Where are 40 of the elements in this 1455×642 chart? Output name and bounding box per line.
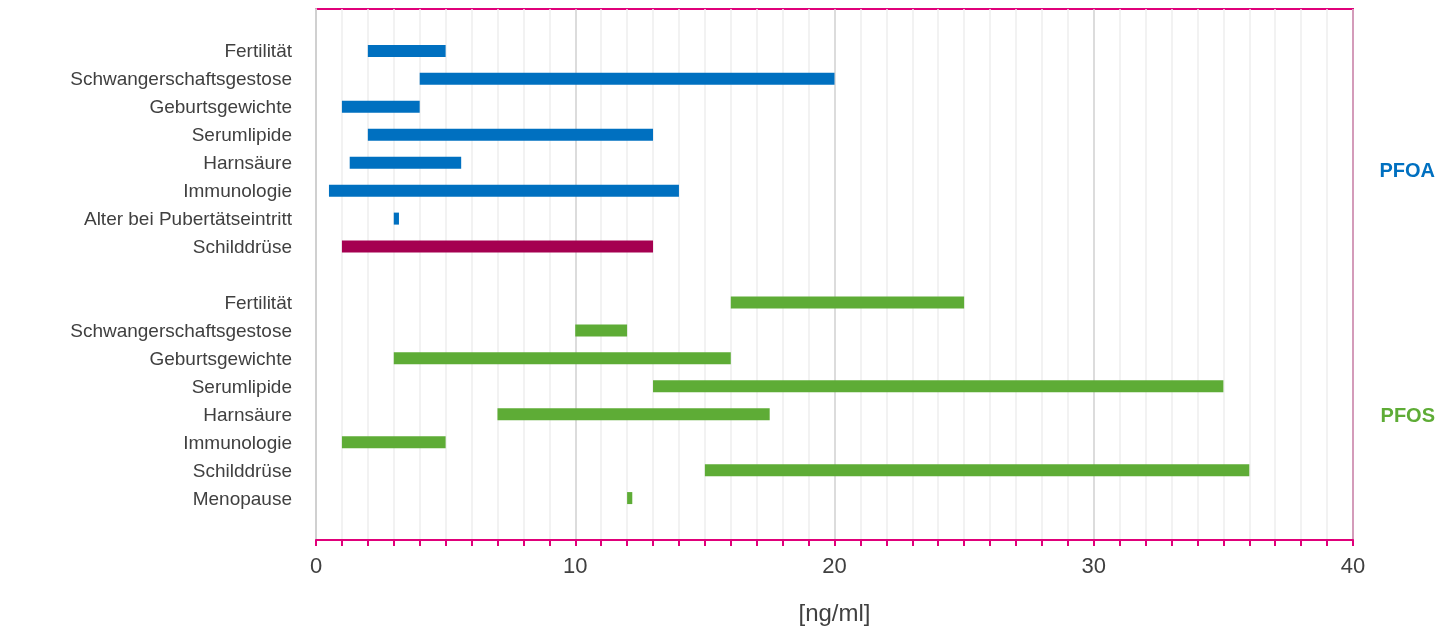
bar — [341, 436, 446, 449]
bar — [627, 492, 633, 505]
x-tick-label: 30 — [1081, 552, 1106, 578]
bar — [419, 72, 835, 85]
y-tick-label: Menopause — [192, 487, 292, 509]
y-tick-label: Alter bei Pubertätseintritt — [83, 208, 293, 230]
y-tick-label: Serumlipide — [191, 375, 292, 397]
x-axis-title: [ng/ml] — [798, 598, 871, 626]
bar — [704, 464, 1250, 477]
y-tick-label: Schilddrüse — [192, 459, 292, 481]
text: PFOS — [1380, 404, 1435, 426]
text: PFOA — [1379, 159, 1436, 181]
y-tick-label: Serumlipide — [191, 124, 292, 146]
bar — [349, 156, 462, 169]
x-tick-label: 10 — [563, 552, 588, 578]
bar — [367, 128, 654, 141]
y-tick-label: Geburtsgewichte — [149, 347, 292, 369]
y-tick-label: Immunologie — [183, 180, 292, 202]
y-tick-label: Fertilität — [224, 291, 293, 313]
bar — [341, 240, 654, 253]
bar — [497, 408, 770, 421]
x-tick-label: 40 — [1340, 552, 1366, 578]
bar — [367, 44, 446, 57]
bar — [730, 296, 965, 309]
y-tick-label: Harnsäure — [203, 152, 292, 174]
x-tick-label: 0 — [309, 552, 323, 578]
y-tick-label: Immunologie — [183, 431, 292, 453]
bar — [328, 184, 679, 197]
y-tick-label: Schwangerschaftsgestose — [70, 68, 292, 90]
bar — [575, 324, 628, 337]
y-tick-label: Fertilität — [224, 40, 293, 62]
y-tick-label: Schwangerschaftsgestose — [70, 319, 292, 341]
bar — [341, 100, 420, 113]
x-tick-label: 20 — [822, 552, 847, 578]
y-tick-label: Schilddrüse — [192, 236, 292, 258]
bar — [393, 212, 399, 225]
bar — [393, 352, 731, 365]
y-tick-label: Geburtsgewichte — [149, 96, 292, 118]
y-tick-label: Harnsäure — [203, 403, 292, 425]
bar — [653, 380, 1224, 393]
